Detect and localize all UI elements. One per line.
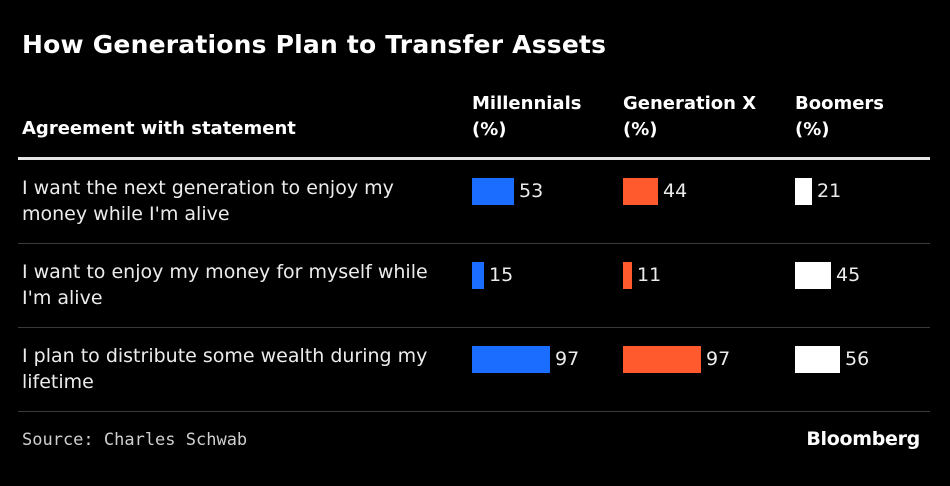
header-rule [18,157,930,160]
series-unit: (%) [795,119,830,140]
row-divider [18,243,930,244]
bar-millennials [472,262,484,289]
bar-millennials [472,178,514,205]
bar-boomers [795,262,831,289]
statement-label: I want the next generation to enjoy my m… [22,177,394,225]
row-header: Agreement with statement [22,118,296,139]
column-header-generation-x: Generation X (%) [623,91,773,143]
bloomberg-logo: Bloomberg [806,428,920,450]
table-row: I want to enjoy my money for myself whil… [18,244,930,328]
bar-generation-x [623,262,632,289]
bar-boomers [795,346,840,373]
source-note: Source: Charles Schwab [22,430,248,450]
data-label: 21 [817,180,842,202]
table-row: I want the next generation to enjoy my m… [18,160,930,244]
statement-label: I plan to distribute some wealth during … [22,345,428,393]
series-unit: (%) [472,119,507,140]
data-label: 56 [845,348,870,370]
series-name: Millennials [472,93,582,114]
statement-label: I want to enjoy my money for myself whil… [22,261,428,309]
row-divider [18,327,930,328]
bar-generation-x [623,346,701,373]
bar-boomers [795,178,812,205]
chart-title: How Generations Plan to Transfer Assets [22,30,607,59]
data-label: 44 [663,180,688,202]
data-label: 97 [706,348,731,370]
data-label: 15 [489,264,514,286]
series-name: Generation X [623,93,757,114]
column-header-millennials: Millennials (%) [472,91,622,143]
data-label: 11 [637,264,662,286]
table-row: I plan to distribute some wealth during … [18,328,930,412]
data-label: 97 [555,348,580,370]
bar-generation-x [623,178,658,205]
series-name: Boomers [795,93,885,114]
column-header-boomers: Boomers (%) [795,91,945,143]
bar-millennials [472,346,550,373]
data-label: 45 [836,264,861,286]
series-unit: (%) [623,119,658,140]
row-divider [18,411,930,412]
data-label: 53 [519,180,544,202]
